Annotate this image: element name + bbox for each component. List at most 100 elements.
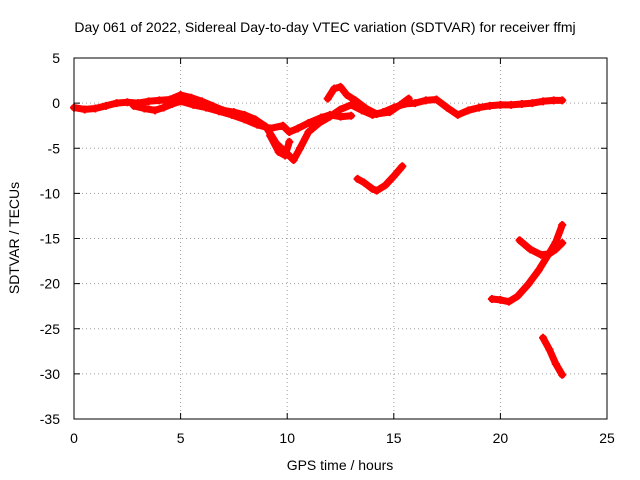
- data-point: [323, 94, 332, 103]
- data-point: [336, 105, 345, 114]
- data-point: [496, 295, 505, 304]
- data-point: [317, 113, 326, 122]
- y-tick-label: -5: [48, 140, 61, 156]
- data-point: [112, 99, 121, 108]
- data-point: [347, 111, 356, 120]
- axis-ticks: 0 5 10 15 20 25 5 0 -5 -10 -15 -20 -25 -30 -35: [40, 50, 615, 446]
- data-point: [549, 96, 558, 105]
- data-point: [464, 106, 473, 115]
- data-point: [289, 155, 298, 164]
- data-point: [325, 110, 334, 119]
- y-tick-label: 5: [52, 50, 60, 66]
- data-point: [304, 118, 313, 127]
- data-point: [240, 115, 249, 124]
- data-point: [475, 103, 484, 112]
- data-point: [513, 292, 522, 301]
- series-line: [354, 162, 406, 195]
- data-point: [80, 105, 89, 114]
- series-main-trace-a: [70, 91, 567, 164]
- data-point: [253, 120, 262, 129]
- data-point: [362, 104, 371, 113]
- data-point: [487, 294, 496, 303]
- data-layer: [70, 82, 567, 379]
- x-tick-label: 15: [386, 430, 402, 446]
- data-point: [101, 101, 110, 110]
- data-point: [368, 184, 377, 193]
- data-point: [534, 266, 543, 275]
- data-point: [144, 97, 153, 106]
- data-point: [558, 370, 567, 379]
- series-dip-21h: [515, 236, 567, 259]
- data-point: [336, 112, 345, 121]
- data-point: [214, 107, 223, 116]
- data-point: [281, 151, 290, 160]
- data-point: [411, 99, 420, 108]
- data-point: [155, 96, 164, 105]
- data-point: [129, 101, 138, 110]
- data-point: [453, 110, 462, 119]
- series-main-trace-c: [266, 131, 294, 160]
- data-point: [421, 96, 430, 105]
- x-tick-label: 25: [599, 430, 615, 446]
- data-point: [443, 103, 452, 112]
- data-point: [432, 95, 441, 104]
- data-point: [176, 97, 185, 106]
- data-point: [91, 104, 100, 113]
- data-point: [351, 96, 360, 105]
- data-point: [558, 220, 567, 229]
- series-main-trace-d: [317, 110, 356, 122]
- y-tick-label: -25: [40, 321, 60, 337]
- data-point: [558, 96, 567, 105]
- x-tick-label: 0: [70, 430, 78, 446]
- data-point: [539, 333, 548, 342]
- data-point: [187, 93, 196, 102]
- data-point: [507, 100, 516, 109]
- data-point: [545, 249, 554, 258]
- data-point: [372, 186, 381, 195]
- data-point: [359, 178, 368, 187]
- series-line: [266, 132, 293, 159]
- x-tick-label: 20: [493, 430, 509, 446]
- data-point: [295, 144, 304, 153]
- data-point: [278, 121, 287, 130]
- data-point: [151, 106, 160, 115]
- data-point: [404, 94, 413, 103]
- data-point: [293, 124, 302, 133]
- x-tick-label: 5: [177, 430, 185, 446]
- chart-title: Day 061 of 2022, Sidereal Day-to-day VTE…: [74, 19, 575, 35]
- data-point: [396, 100, 405, 109]
- series-line: [539, 334, 566, 379]
- data-point: [539, 97, 548, 106]
- data-point: [274, 147, 283, 156]
- data-point: [304, 128, 313, 137]
- data-point: [347, 100, 356, 109]
- data-point: [389, 172, 398, 181]
- y-tick-label: -30: [40, 366, 60, 382]
- data-point: [285, 137, 294, 146]
- y-tick-label: -10: [40, 185, 60, 201]
- data-point: [526, 245, 535, 254]
- data-point: [330, 84, 339, 93]
- data-point: [140, 104, 149, 113]
- y-tick-label: -35: [40, 411, 60, 427]
- series-line: [317, 111, 355, 122]
- data-point: [558, 239, 567, 248]
- y-axis-label: SDTVAR / TECUs: [6, 182, 22, 294]
- x-tick-label: 10: [279, 430, 295, 446]
- series-hump-trace: [323, 82, 413, 118]
- series-line: [488, 221, 566, 306]
- y-tick-label: -15: [40, 231, 60, 247]
- data-point: [551, 359, 560, 368]
- data-point: [485, 101, 494, 110]
- data-point: [202, 103, 211, 112]
- data-point: [524, 280, 533, 289]
- data-point: [551, 245, 560, 254]
- series-steep-rise-20h: [487, 220, 567, 306]
- data-point: [227, 110, 236, 119]
- data-point: [285, 128, 294, 137]
- series-line: [130, 97, 325, 136]
- data-point: [528, 99, 537, 108]
- data-point: [381, 181, 390, 190]
- data-point: [159, 103, 168, 112]
